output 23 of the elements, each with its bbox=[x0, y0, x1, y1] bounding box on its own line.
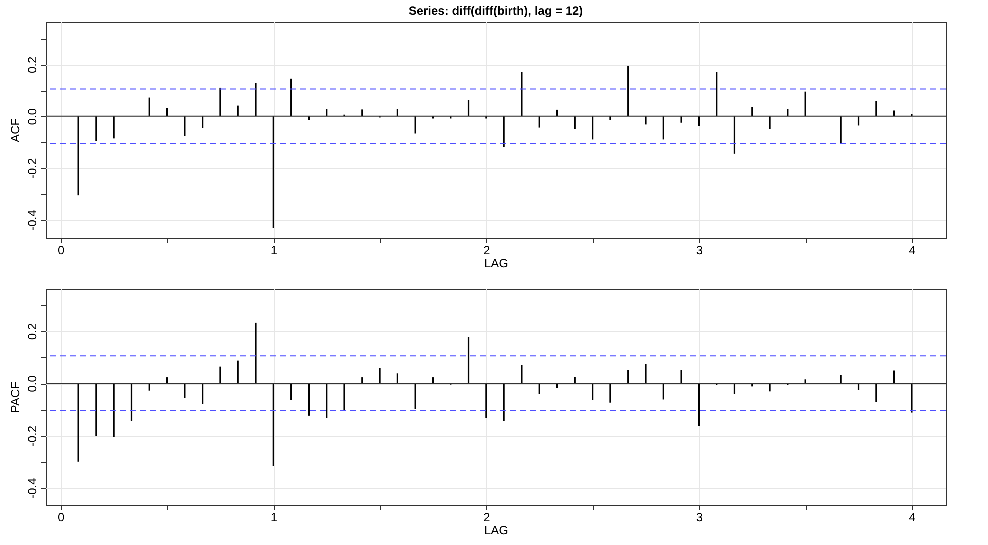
chart-title: Series: diff(diff(birth), lag = 12) bbox=[408, 4, 584, 18]
y-tick-label: 0.2 bbox=[26, 56, 40, 74]
x-tick-label: 3 bbox=[696, 510, 704, 524]
x-tick-label: 1 bbox=[270, 244, 278, 258]
x-tick-label: 2 bbox=[484, 510, 491, 524]
x-tick-label: 1 bbox=[270, 510, 278, 524]
x-axis-title: LAG bbox=[484, 256, 509, 270]
x-tick-label: 4 bbox=[909, 244, 916, 258]
y-axis-title: PACF bbox=[8, 382, 22, 414]
y-tick-label: -0.2 bbox=[26, 158, 40, 179]
x-tick-label: 4 bbox=[909, 510, 916, 524]
y-tick-label: 0.0 bbox=[26, 375, 40, 392]
x-tick-label: 2 bbox=[484, 244, 491, 258]
x-axis-title: LAG bbox=[484, 524, 509, 538]
y-axis-title: ACF bbox=[8, 118, 22, 142]
x-tick-label: 0 bbox=[58, 244, 66, 258]
y-tick-label: 0.0 bbox=[26, 108, 40, 126]
y-tick-label: 0.2 bbox=[26, 323, 40, 340]
y-tick-label: -0.4 bbox=[26, 478, 40, 499]
y-tick-label: -0.2 bbox=[26, 426, 40, 447]
y-tick-label: -0.4 bbox=[26, 210, 40, 231]
x-tick-label: 0 bbox=[58, 510, 66, 524]
x-tick-label: 3 bbox=[696, 244, 704, 258]
